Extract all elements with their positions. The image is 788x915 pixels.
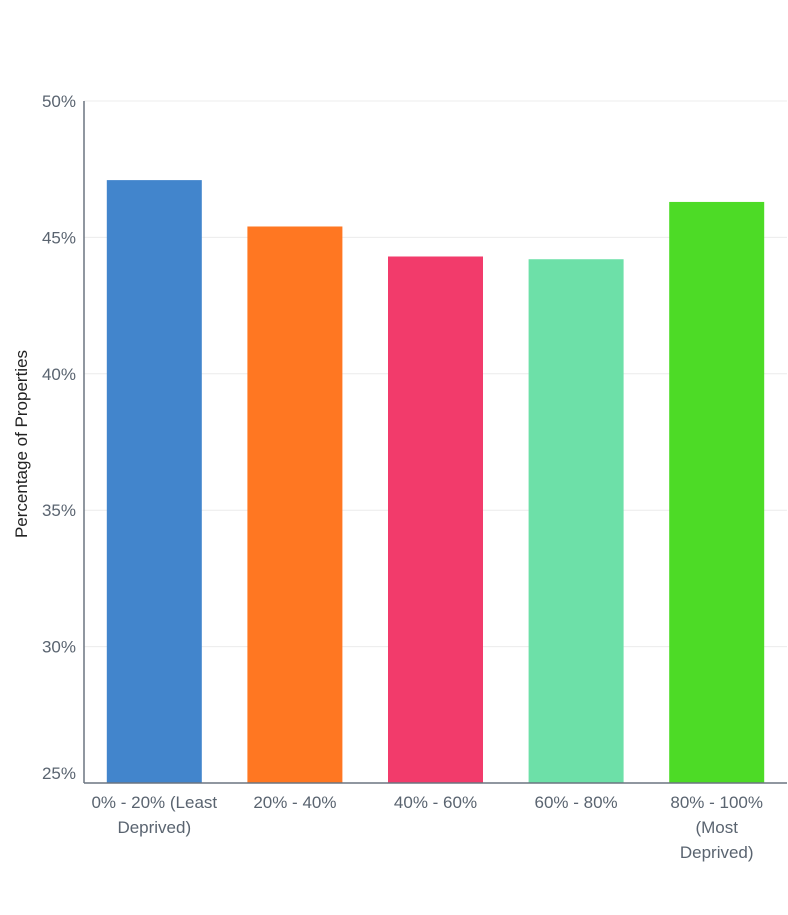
bar — [669, 201, 765, 783]
x-tick-label: 60% - 80% — [535, 793, 618, 812]
y-axis-title: Percentage of Properties — [12, 350, 31, 538]
bar — [388, 256, 483, 784]
bar — [106, 180, 202, 783]
x-tick-label: 0% - 20% (Least Deprived) — [91, 793, 217, 837]
x-tick-label: 20% - 40% — [253, 793, 336, 812]
y-tick-label: 45% — [42, 228, 76, 247]
y-tick-label: 30% — [42, 638, 76, 657]
y-tick-label: 50% — [42, 92, 76, 111]
y-tick-label: 35% — [42, 501, 76, 520]
y-tick-label: 40% — [42, 365, 76, 384]
y-tick-label: 25% — [42, 764, 76, 783]
bars — [106, 180, 765, 784]
x-axis-labels: 0% - 20% (Least Deprived) 20% - 40% 40% - 6… — [91, 793, 763, 862]
bar — [528, 259, 624, 783]
x-tick-label: 40% - 60% — [394, 793, 477, 812]
x-tick-label: 80% - 100% (Most Deprived) — [670, 793, 763, 862]
y-axis-ticks: 25% 30% 35% 40% 45% 50% — [42, 92, 76, 783]
bar — [247, 226, 343, 783]
